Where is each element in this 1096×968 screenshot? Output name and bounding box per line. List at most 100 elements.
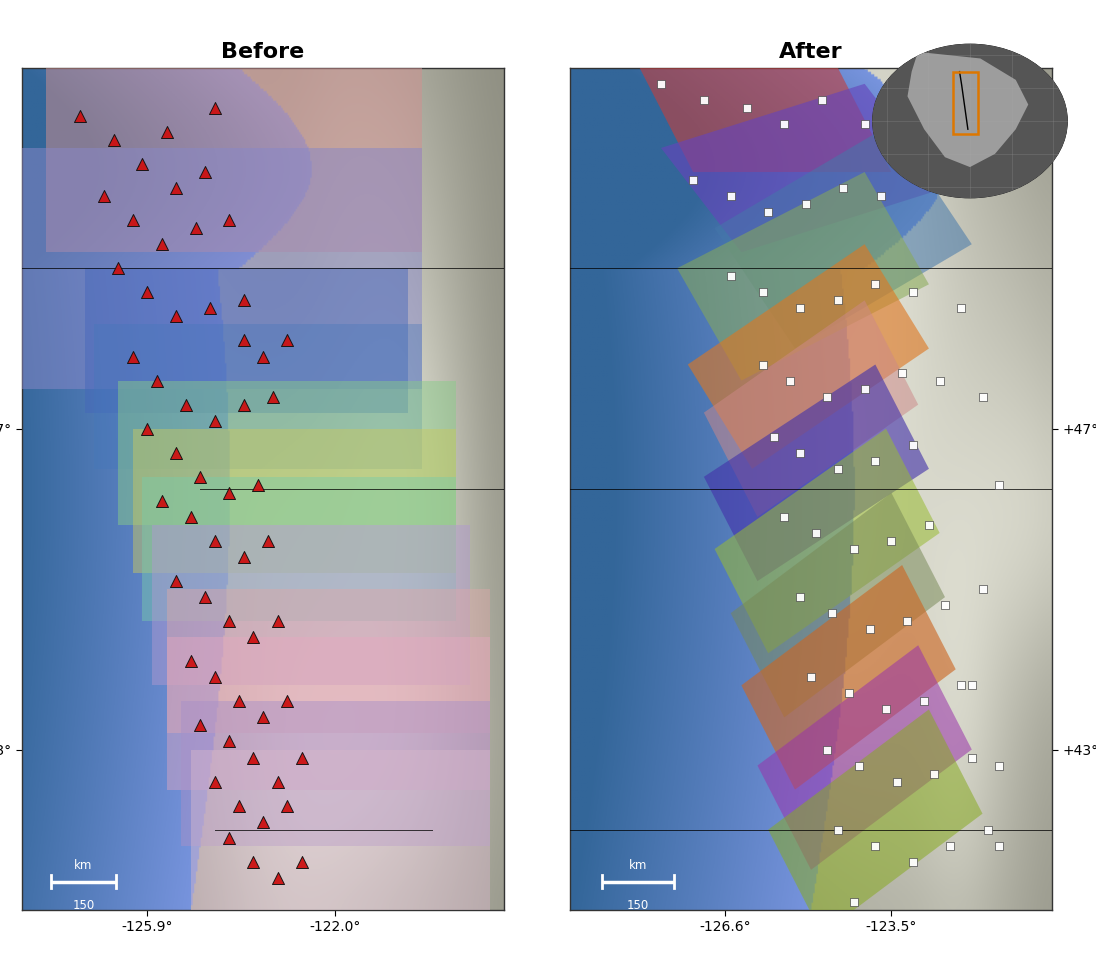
Point (941, 838, 959, 854)
Point (278, 694, 296, 710)
Point (845, 541, 863, 557)
Point (182, 509, 199, 525)
Point (765, 429, 783, 444)
Point (925, 766, 943, 781)
Point (235, 292, 252, 308)
Point (264, 389, 282, 405)
Polygon shape (907, 52, 1028, 167)
Point (882, 910, 900, 925)
Point (845, 894, 863, 910)
Point (192, 717, 209, 733)
Point (882, 533, 900, 549)
Polygon shape (757, 646, 972, 870)
Point (652, 76, 670, 92)
Point (71, 108, 89, 124)
Point (235, 333, 252, 348)
Point (952, 678, 970, 693)
Point (206, 670, 224, 685)
Point (254, 348, 272, 364)
Point (235, 397, 252, 412)
Point (979, 822, 996, 837)
Point (856, 380, 874, 396)
Point (196, 165, 214, 180)
Polygon shape (677, 172, 929, 380)
Point (958, 910, 975, 925)
Polygon shape (715, 124, 972, 348)
Polygon shape (715, 429, 939, 653)
Point (124, 212, 141, 227)
Point (973, 582, 991, 597)
Point (278, 798, 296, 813)
Point (872, 189, 890, 204)
Point (754, 357, 772, 373)
Point (722, 268, 740, 284)
Point (856, 116, 874, 132)
Point (791, 445, 809, 461)
Bar (22, 148, 422, 388)
Point (178, 397, 195, 412)
Bar (191, 749, 490, 910)
Point (95, 189, 113, 204)
Point (990, 838, 1007, 854)
Circle shape (872, 44, 1068, 198)
Point (153, 236, 171, 252)
Point (259, 533, 276, 549)
Bar (133, 429, 456, 573)
Point (797, 197, 814, 212)
Text: 150: 150 (627, 899, 650, 913)
Point (182, 653, 199, 669)
Point (254, 814, 272, 830)
Point (138, 421, 156, 437)
Point (893, 365, 911, 380)
Point (888, 773, 905, 789)
Point (254, 710, 272, 725)
Point (931, 373, 948, 388)
Point (776, 116, 794, 132)
Circle shape (872, 44, 1068, 198)
Bar (954, 72, 979, 135)
Point (134, 156, 151, 171)
Point (278, 333, 296, 348)
Point (899, 614, 916, 629)
Point (138, 285, 156, 300)
Point (904, 854, 922, 869)
Point (813, 92, 831, 107)
Point (819, 741, 836, 757)
Point (952, 301, 970, 317)
Bar (167, 637, 490, 790)
Polygon shape (741, 565, 956, 790)
Point (738, 100, 755, 115)
Point (168, 573, 185, 589)
Point (220, 734, 238, 749)
Point (269, 870, 286, 886)
Polygon shape (704, 300, 918, 517)
Bar (46, 68, 422, 253)
Point (202, 301, 219, 317)
Point (819, 389, 836, 405)
Polygon shape (704, 365, 929, 581)
Polygon shape (688, 244, 929, 469)
Text: km: km (75, 860, 93, 872)
Point (186, 221, 204, 236)
Point (153, 493, 171, 508)
Point (206, 100, 224, 115)
Point (168, 180, 185, 196)
Point (124, 348, 141, 364)
Point (230, 694, 248, 710)
Point (244, 854, 262, 869)
Point (867, 453, 884, 469)
Point (840, 685, 857, 701)
Title: Before: Before (221, 42, 305, 62)
Point (780, 373, 798, 388)
Point (791, 301, 809, 317)
Point (269, 614, 286, 629)
Point (904, 437, 922, 452)
Point (220, 485, 238, 500)
Point (791, 590, 809, 605)
Bar (167, 590, 490, 734)
Point (293, 854, 310, 869)
Point (802, 670, 820, 685)
Polygon shape (640, 68, 891, 172)
Point (877, 702, 894, 717)
Point (867, 277, 884, 292)
